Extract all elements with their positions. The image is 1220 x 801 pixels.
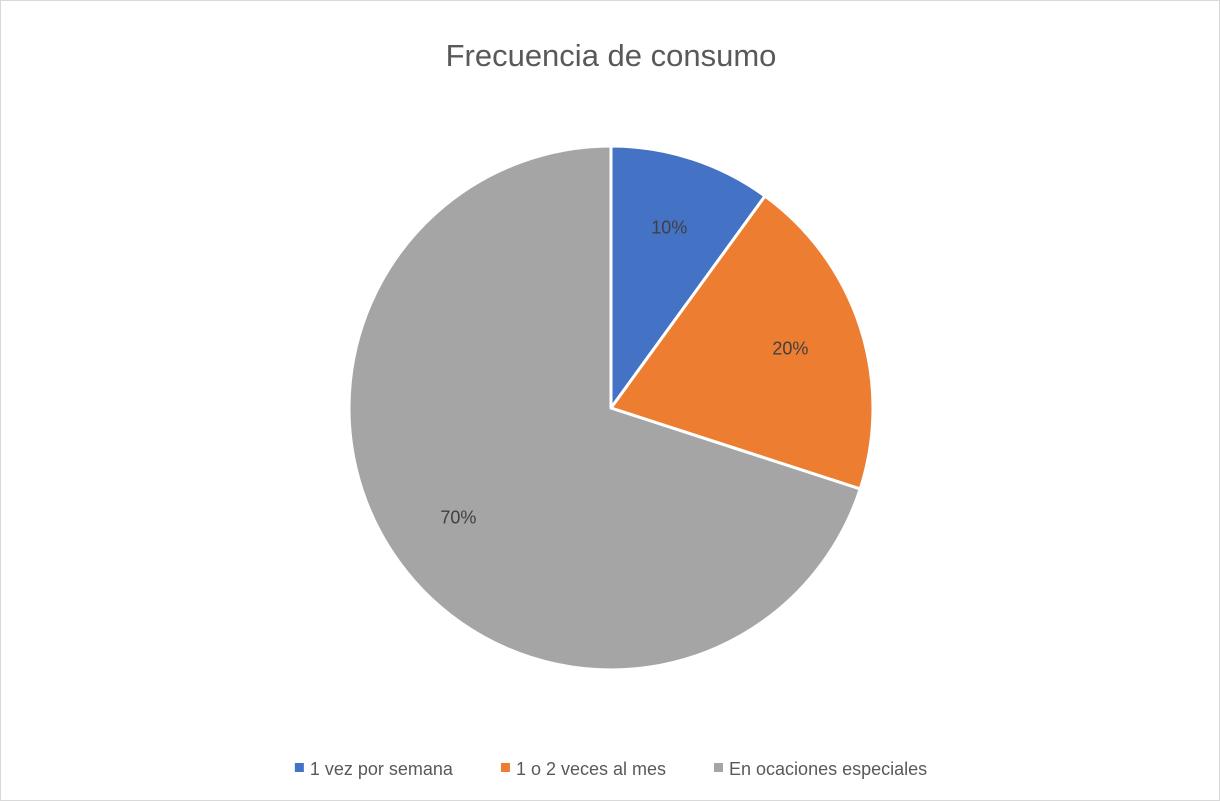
data-label: 20%	[772, 338, 808, 358]
pie-slice	[347, 144, 863, 672]
pie-slice	[608, 193, 875, 491]
legend-label: 1 vez por semana	[310, 759, 454, 779]
data-label: 10%	[651, 217, 687, 237]
legend-label: 1 o 2 veces al mes	[516, 759, 666, 779]
data-label: 70%	[440, 508, 476, 528]
legend-swatch	[500, 763, 510, 772]
legend-label: En ocaciones especiales	[729, 759, 927, 779]
pie-slice	[609, 144, 768, 413]
legend-swatch	[714, 763, 724, 772]
legend-swatch	[294, 763, 304, 772]
chart-title: Frecuencia de consumo	[446, 38, 777, 73]
